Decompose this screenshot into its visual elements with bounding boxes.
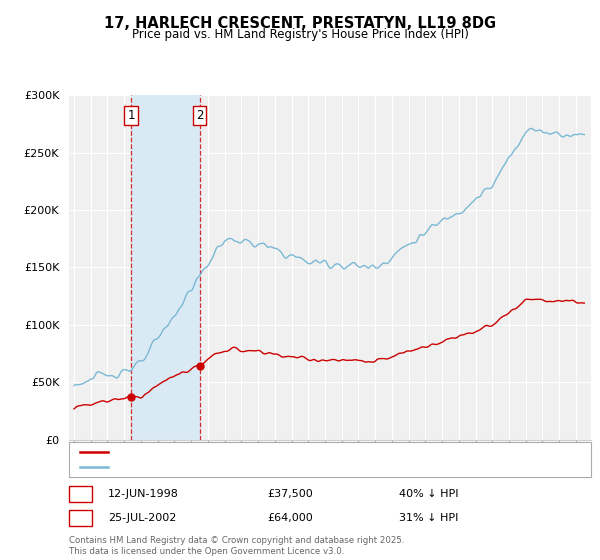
Text: Contains HM Land Registry data © Crown copyright and database right 2025.
This d: Contains HM Land Registry data © Crown c…	[69, 536, 404, 556]
Text: 2: 2	[77, 511, 84, 525]
Text: 1: 1	[127, 109, 135, 123]
Text: 2: 2	[196, 109, 203, 123]
Text: HPI: Average price, detached house, Denbighshire: HPI: Average price, detached house, Denb…	[114, 463, 360, 473]
Text: 17, HARLECH CRESCENT, PRESTATYN, LL19 8DG: 17, HARLECH CRESCENT, PRESTATYN, LL19 8D…	[104, 16, 496, 31]
Text: Price paid vs. HM Land Registry's House Price Index (HPI): Price paid vs. HM Land Registry's House …	[131, 28, 469, 41]
Text: 12-JUN-1998: 12-JUN-1998	[108, 489, 179, 499]
Text: 1: 1	[77, 487, 84, 501]
Text: £64,000: £64,000	[267, 513, 313, 523]
Text: 40% ↓ HPI: 40% ↓ HPI	[399, 489, 458, 499]
Text: 17, HARLECH CRESCENT, PRESTATYN, LL19 8DG (detached house): 17, HARLECH CRESCENT, PRESTATYN, LL19 8D…	[114, 447, 439, 457]
Text: 25-JUL-2002: 25-JUL-2002	[108, 513, 176, 523]
Bar	[131, 95, 200, 440]
Text: 31% ↓ HPI: 31% ↓ HPI	[399, 513, 458, 523]
Text: £37,500: £37,500	[267, 489, 313, 499]
